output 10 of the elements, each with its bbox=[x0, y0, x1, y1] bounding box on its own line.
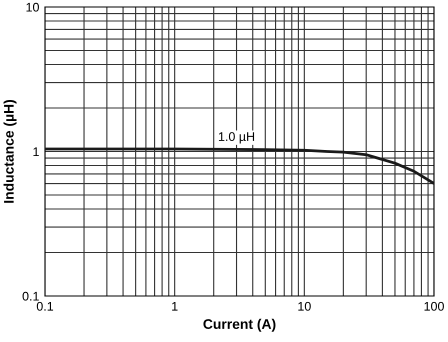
x-tick-label: 1 bbox=[172, 302, 178, 311]
x-tick-label: 0.1 bbox=[36, 302, 54, 311]
y-tick-label: 10 bbox=[26, 2, 39, 12]
y-tick-label: 0.1 bbox=[22, 292, 39, 301]
y-axis-title: Inductance (µH) bbox=[4, 100, 17, 203]
x-tick-label: 100 bbox=[424, 302, 444, 311]
annotation: 1.0 µH bbox=[218, 132, 254, 144]
x-axis-title: Current (A) bbox=[203, 318, 276, 332]
x-tick-label: 10 bbox=[298, 302, 311, 311]
y-tick-label: 1 bbox=[33, 147, 39, 156]
